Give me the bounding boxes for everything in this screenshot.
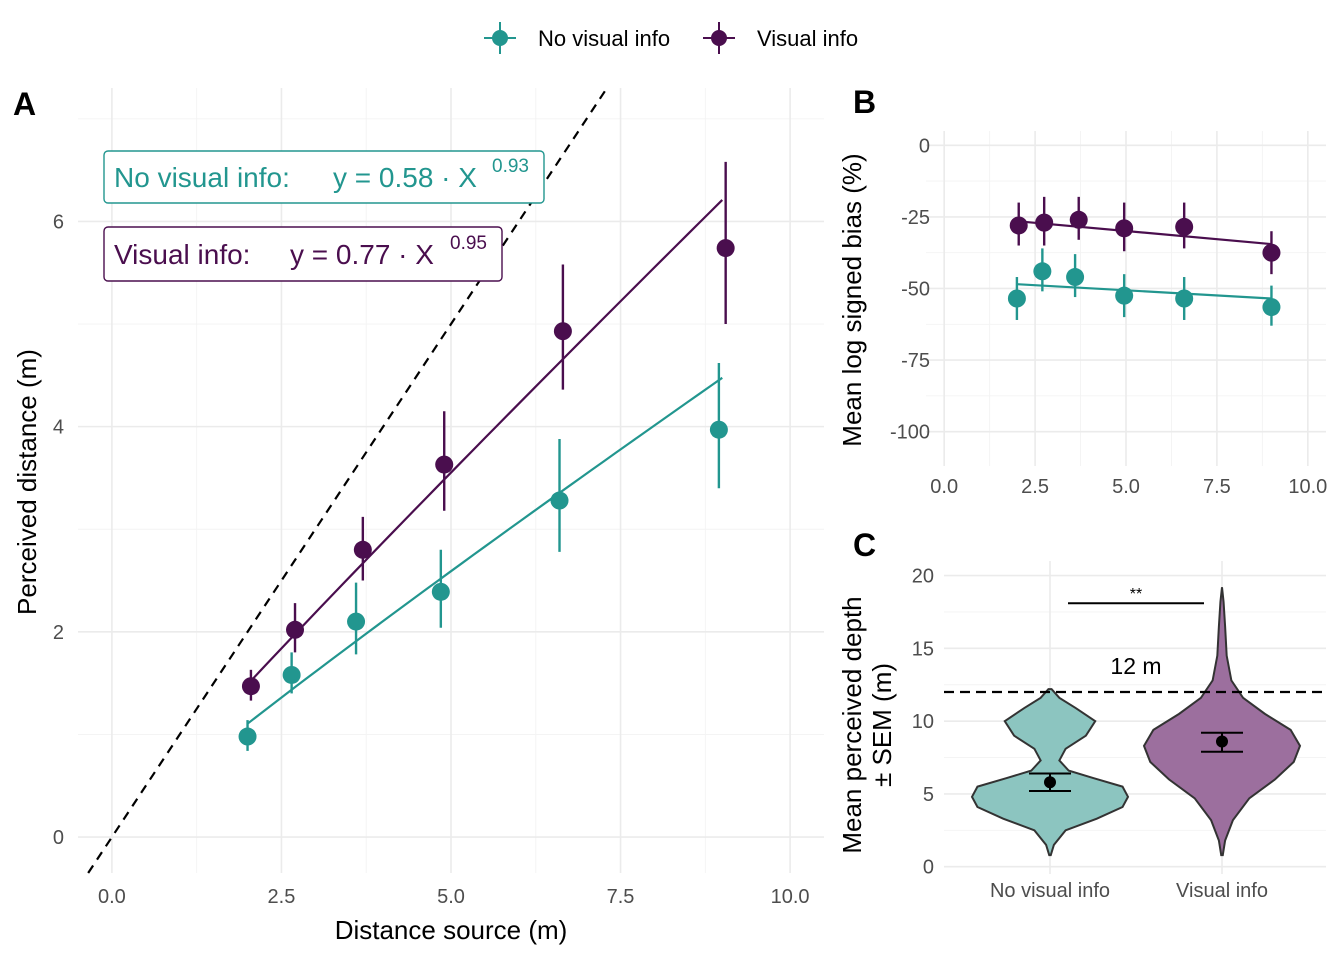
- data-point-no-visual: [238, 727, 257, 746]
- panel-b-y-tick-label: -50: [901, 278, 930, 300]
- legend-item-no-visual: No visual info: [484, 22, 670, 54]
- panel-a-x-axis-title: Distance source (m): [335, 915, 568, 945]
- data-point-no-visual: [1033, 262, 1052, 281]
- data-point-no-visual: [1175, 289, 1194, 308]
- panel-a-marks: [87, 87, 735, 874]
- data-point-visual: [1175, 217, 1194, 236]
- data-point-visual: [241, 677, 260, 696]
- panel-b: B 0.0 2.5 5.0 7.5 10.0 0 -25 -50 -75 -100 Mean lo…: [837, 84, 1327, 498]
- legend-key-marker: [492, 30, 508, 46]
- panel-c-marks: 12 m **: [944, 586, 1326, 857]
- panel-b-y-tick-label: -25: [901, 207, 930, 229]
- panel-b-y-tick-label: 0: [919, 135, 930, 157]
- panel-b-x-tick-label: 0.0: [930, 476, 958, 498]
- panel-a-annotations: No visual info: y = 0.58 · X 0.93 Visual…: [103, 150, 545, 282]
- fit-line-visual: [246, 199, 724, 686]
- panel-c-y-axis-title-line2: ± SEM (m): [867, 663, 897, 787]
- data-point-no-visual: [1262, 298, 1281, 317]
- data-point-visual: [353, 540, 372, 559]
- annotation-no-visual-formula: y = 0.58 · X: [333, 162, 477, 193]
- data-point-no-visual: [347, 612, 366, 631]
- panel-a-ticks: 0.0 2.5 5.0 7.5 10.0 0 2 4 6: [53, 211, 810, 908]
- panel-c-ticks: 0 5 10 15 20 No visual info Visual info: [912, 566, 1268, 902]
- trend-line-visual: [1016, 220, 1272, 246]
- data-point-visual: [286, 620, 305, 639]
- data-point-no-visual: [550, 491, 569, 510]
- data-point-visual: [1009, 216, 1028, 235]
- annotation-visual-box: [103, 226, 503, 282]
- panel-a-x-tick-label: 2.5: [268, 886, 296, 908]
- panel-c-x-tick-label: No visual info: [990, 880, 1110, 902]
- panel-b-y-axis-title: Mean log signed bias (%): [837, 153, 867, 446]
- fit-line-no-visual: [246, 376, 723, 725]
- panel-a-x-tick-label: 0.0: [98, 886, 126, 908]
- legend-label-visual: Visual info: [757, 26, 858, 51]
- data-point-visual: [435, 455, 454, 474]
- data-point-visual: [1262, 243, 1281, 262]
- panel-b-x-tick-label: 10.0: [1288, 476, 1327, 498]
- reference-line-label: 12 m: [1110, 653, 1161, 679]
- trend-line-no-visual: [1016, 283, 1272, 300]
- panel-c-x-tick-label: Visual info: [1176, 880, 1268, 902]
- data-point-no-visual: [282, 665, 301, 684]
- panel-b-y-tick-label: -75: [901, 350, 930, 372]
- annotation-no-visual-label: No visual info:: [114, 162, 290, 193]
- annotation-no-visual-exponent: 0.93: [492, 156, 529, 177]
- panel-b-x-tick-label: 2.5: [1021, 476, 1049, 498]
- panel-a-y-tick-label: 0: [53, 827, 64, 849]
- violin-no-visual: [970, 688, 1130, 857]
- data-point-visual: [1115, 219, 1134, 238]
- significance-label: **: [1130, 586, 1142, 603]
- annotation-no-visual-box: [103, 150, 545, 204]
- data-point-no-visual: [709, 420, 728, 439]
- mean-point-no-visual: [1044, 776, 1056, 789]
- panel-b-x-tick-label: 5.0: [1112, 476, 1140, 498]
- panel-c-y-tick-label: 20: [912, 566, 934, 588]
- mean-point-visual: [1216, 735, 1228, 748]
- panel-b-letter: B: [853, 84, 876, 120]
- annotation-visual-exponent: 0.95: [450, 233, 487, 254]
- panel-a-y-tick-label: 2: [53, 622, 64, 644]
- data-point-visual: [1069, 210, 1088, 229]
- legend-label-no-visual: No visual info: [538, 26, 670, 51]
- panel-a-x-tick-label: 5.0: [437, 886, 465, 908]
- data-point-no-visual: [431, 582, 450, 601]
- panel-a-x-tick-label: 7.5: [607, 886, 635, 908]
- annotation-visual-label: Visual info:: [114, 239, 250, 270]
- panel-b-y-tick-label: -100: [890, 422, 930, 444]
- panel-a-letter: A: [13, 86, 36, 122]
- panel-c-y-tick-label: 15: [912, 638, 934, 660]
- panel-a-y-axis-title: Perceived distance (m): [12, 349, 42, 615]
- panel-c-y-axis-title-line1: Mean perceived depth: [837, 596, 867, 853]
- identity-line: [87, 87, 608, 874]
- panel-b-x-tick-label: 7.5: [1203, 476, 1231, 498]
- panel-a-grid: [78, 88, 824, 873]
- data-point-visual: [1035, 213, 1054, 232]
- panel-c: C 12 m ** 0 5 10 15 20 No visual info Visual in…: [837, 527, 1326, 902]
- data-point-no-visual: [1066, 268, 1085, 287]
- annotation-visual-formula: y = 0.77 · X: [290, 239, 434, 270]
- panel-c-y-tick-label: 5: [923, 784, 934, 806]
- annotation-no-visual: No visual info: y = 0.58 · X 0.93: [103, 150, 545, 204]
- legend: No visual info Visual info: [484, 22, 858, 54]
- legend-key-marker: [711, 30, 727, 46]
- data-point-no-visual: [1007, 289, 1026, 308]
- panel-a-y-tick-label: 6: [53, 211, 64, 233]
- violin-visual: [1142, 587, 1302, 857]
- panel-b-marks: [1007, 196, 1281, 326]
- legend-item-visual: Visual info: [703, 22, 858, 54]
- panel-c-y-tick-label: 0: [923, 857, 934, 879]
- panel-a: A 0.0 2.5 5.0 7.5 10.0 0 2 4 6 No visual info: y…: [12, 86, 824, 945]
- panel-b-ticks: 0.0 2.5 5.0 7.5 10.0 0 -25 -50 -75 -100: [890, 135, 1327, 498]
- panel-a-x-tick-label: 10.0: [771, 886, 810, 908]
- panel-c-y-tick-label: 10: [912, 711, 934, 733]
- data-point-visual: [716, 239, 735, 258]
- annotation-visual: Visual info: y = 0.77 · X 0.95: [103, 226, 503, 282]
- data-point-visual: [553, 322, 572, 341]
- panel-c-letter: C: [853, 527, 876, 563]
- data-point-no-visual: [1115, 286, 1134, 305]
- panel-a-y-tick-label: 4: [53, 417, 64, 439]
